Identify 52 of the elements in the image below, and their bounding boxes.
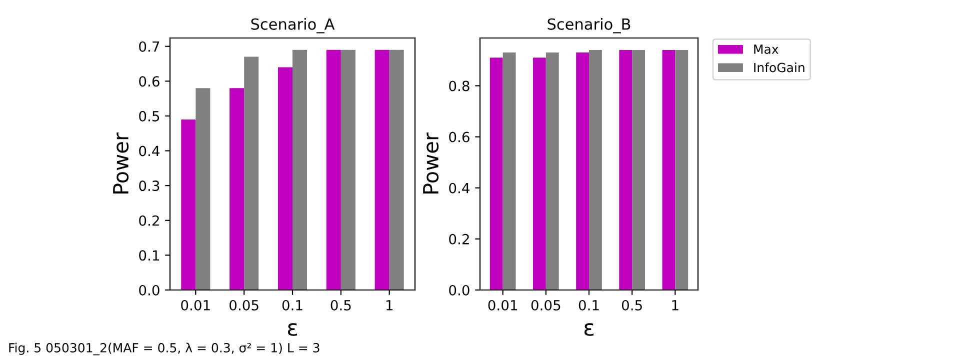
bar <box>278 67 292 290</box>
bar <box>532 58 546 290</box>
y-tick-label: 0.5 <box>139 110 160 122</box>
x-tick-label: 0.05 <box>230 300 258 310</box>
bar <box>230 88 244 290</box>
chart-title: Scenario_A <box>251 18 335 34</box>
bar <box>374 50 390 290</box>
x-tick-label: 0.5 <box>330 300 351 310</box>
y-axis-title: Power <box>423 132 439 194</box>
y-tick-label: 0.7 <box>139 41 160 52</box>
bar <box>632 50 646 290</box>
y-axis-title: Power <box>113 132 129 194</box>
y-tick-label: 0.8 <box>449 80 470 92</box>
bar <box>196 88 210 290</box>
x-axis-title: ε <box>584 323 594 336</box>
bar <box>576 52 589 290</box>
y-tick-label: 0.1 <box>139 250 159 261</box>
bar <box>389 50 404 290</box>
x-tick-label: 0.01 <box>488 300 518 310</box>
x-tick-label: 0.01 <box>181 300 210 310</box>
y-tick-label: 0.3 <box>139 180 160 192</box>
x-axis-title: ε <box>288 323 297 336</box>
y-tick-label: 0.0 <box>139 284 160 296</box>
y-tick-label: 0.4 <box>139 146 160 156</box>
y-tick-label: 0.6 <box>449 132 470 142</box>
x-tick-label: 1 <box>672 300 678 310</box>
x-tick-label: 0.1 <box>282 300 302 310</box>
x-tick-label: 0.5 <box>622 300 642 310</box>
bar <box>502 52 516 290</box>
bar <box>181 119 196 290</box>
y-tick-label: 0.4 <box>449 182 470 194</box>
x-tick-label: 1 <box>386 300 392 310</box>
bar <box>619 50 632 290</box>
caption: Fig. 5 050301_2(MAF = 0.5, λ = 0.3, σ² = 1) L = 3 <box>9 342 320 356</box>
bar <box>589 50 602 290</box>
chart-title: Scenario_B <box>548 18 630 34</box>
y-tick-label: 0.6 <box>139 76 160 87</box>
bar <box>662 50 676 290</box>
legend-label: InfoGain <box>754 62 804 72</box>
bar <box>490 58 503 290</box>
bar <box>292 50 308 290</box>
y-tick-label: 0.2 <box>139 215 159 226</box>
x-tick-label: 0.1 <box>578 300 599 310</box>
legend-label: Max <box>754 44 778 54</box>
bar <box>675 50 688 290</box>
bar <box>244 56 259 290</box>
bar <box>546 52 559 290</box>
bar <box>326 50 341 290</box>
bar <box>340 50 356 290</box>
x-tick-label: 0.05 <box>531 300 560 310</box>
y-tick-label: 0.0 <box>449 284 470 296</box>
y-tick-label: 0.2 <box>449 234 469 244</box>
